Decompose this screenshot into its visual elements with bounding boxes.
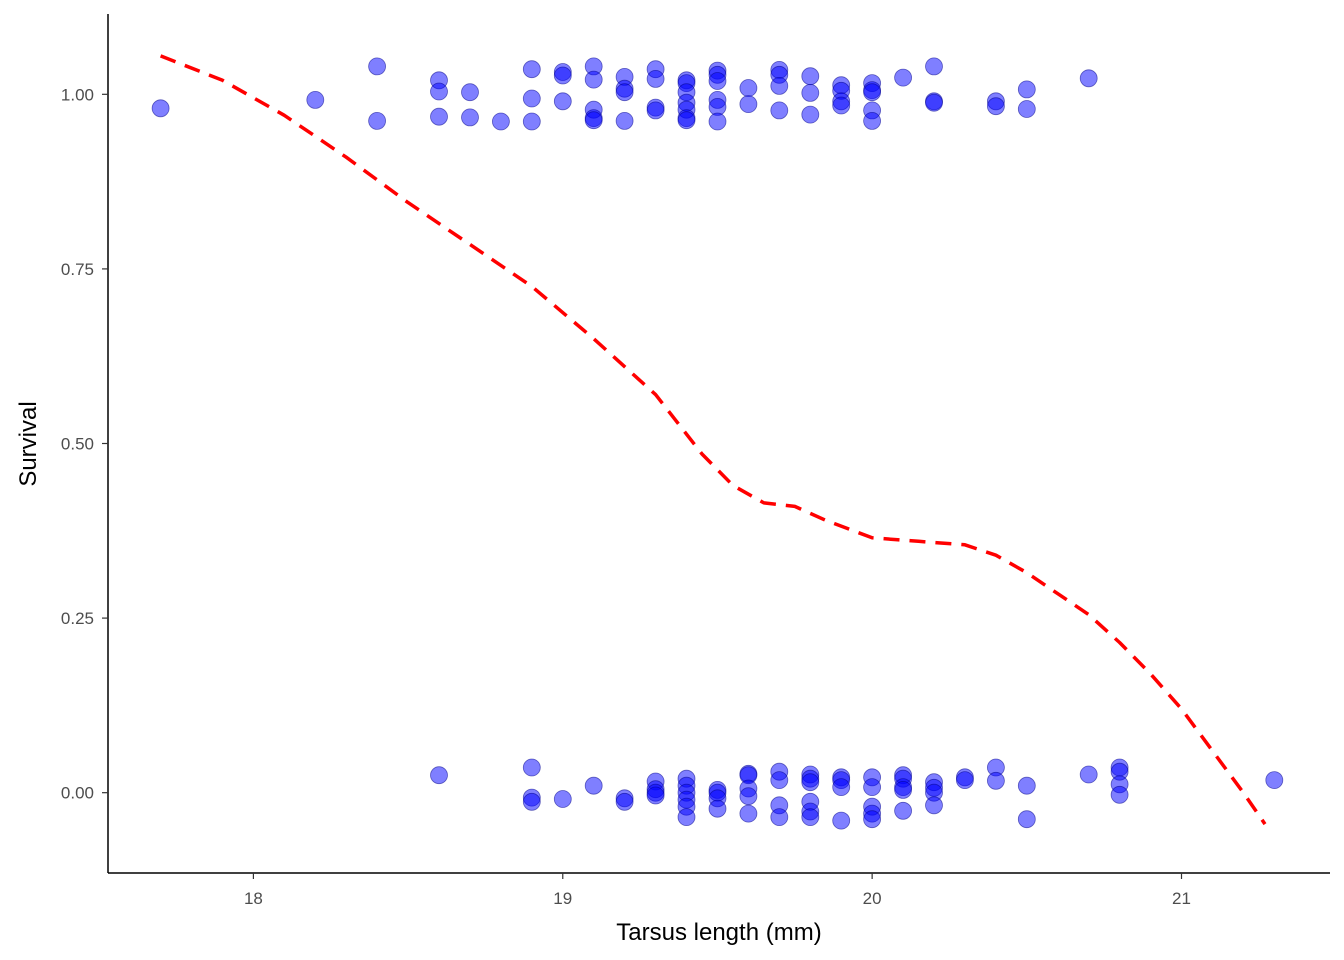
points-layer <box>151 57 1284 830</box>
data-point <box>708 72 727 90</box>
data-point <box>739 79 758 97</box>
data-point <box>894 68 912 87</box>
data-point <box>832 96 851 115</box>
data-point <box>430 107 448 126</box>
fitted-line-layer <box>159 54 1267 826</box>
data-point <box>1017 80 1036 99</box>
data-point <box>739 787 758 806</box>
data-point <box>1017 810 1036 829</box>
data-point <box>522 89 541 108</box>
data-point <box>677 111 696 130</box>
data-point <box>956 771 974 789</box>
data-point <box>708 112 727 131</box>
data-point <box>553 66 572 85</box>
data-point <box>801 84 820 102</box>
data-point <box>739 95 758 113</box>
data-point <box>987 771 1005 790</box>
x-tick-label: 20 <box>863 889 882 908</box>
x-tick-label: 21 <box>1172 889 1191 908</box>
data-point <box>801 808 820 826</box>
data-point <box>306 91 325 109</box>
y-axis-title: Survival <box>15 401 42 486</box>
data-point <box>368 57 387 76</box>
data-point <box>584 70 603 89</box>
data-point <box>863 810 881 829</box>
data-point <box>770 771 789 789</box>
data-point <box>925 57 943 76</box>
x-axis-title: Tarsus length (mm) <box>616 919 821 946</box>
data-point <box>801 67 820 86</box>
y-tick-label: 1.00 <box>61 85 94 104</box>
y-tick-label: 0.00 <box>61 784 94 803</box>
data-point <box>801 773 820 792</box>
data-point <box>522 758 541 777</box>
data-point <box>987 97 1005 116</box>
data-point <box>1017 100 1036 118</box>
data-point <box>832 811 851 830</box>
data-point <box>584 111 603 130</box>
data-point <box>1265 771 1284 789</box>
data-point <box>461 108 479 127</box>
data-point <box>770 101 789 120</box>
data-point <box>1017 776 1036 795</box>
data-point <box>677 808 696 826</box>
data-point <box>770 77 789 95</box>
data-point <box>151 99 170 118</box>
data-point <box>615 83 634 102</box>
data-point <box>894 781 912 799</box>
data-point <box>461 83 479 102</box>
x-axis-ticks: 18 19 20 21 <box>244 873 1191 908</box>
data-point <box>522 112 541 131</box>
data-point <box>863 83 881 102</box>
x-tick-label: 19 <box>553 889 572 908</box>
data-point <box>584 776 603 795</box>
data-point <box>615 792 634 811</box>
data-point <box>925 796 943 815</box>
data-point <box>925 93 943 112</box>
fitted-survival-line <box>159 54 1267 826</box>
data-point <box>739 804 758 823</box>
x-tick-label: 18 <box>244 889 263 908</box>
data-point <box>553 92 572 111</box>
data-point <box>491 112 510 131</box>
data-point <box>522 60 541 79</box>
y-tick-label: 0.75 <box>61 260 94 279</box>
data-point <box>522 792 541 811</box>
data-point <box>801 105 820 124</box>
data-point <box>646 101 665 120</box>
data-point <box>646 786 665 805</box>
y-tick-label: 0.25 <box>61 609 94 628</box>
y-tick-label: 0.50 <box>61 435 94 454</box>
data-point <box>770 808 789 826</box>
data-point <box>553 790 572 808</box>
data-point <box>615 112 634 130</box>
data-point <box>430 82 448 101</box>
data-point <box>430 766 448 785</box>
data-point <box>832 778 851 796</box>
data-point <box>646 70 665 88</box>
data-point <box>1079 765 1098 784</box>
data-point <box>708 799 727 818</box>
data-point <box>894 801 912 820</box>
data-point <box>1079 69 1098 88</box>
data-point <box>368 112 387 130</box>
y-axis-ticks: 0.00 0.25 0.50 0.75 1.00 <box>61 85 108 803</box>
data-point <box>863 112 881 130</box>
data-point <box>863 778 881 796</box>
data-point <box>1110 785 1129 804</box>
